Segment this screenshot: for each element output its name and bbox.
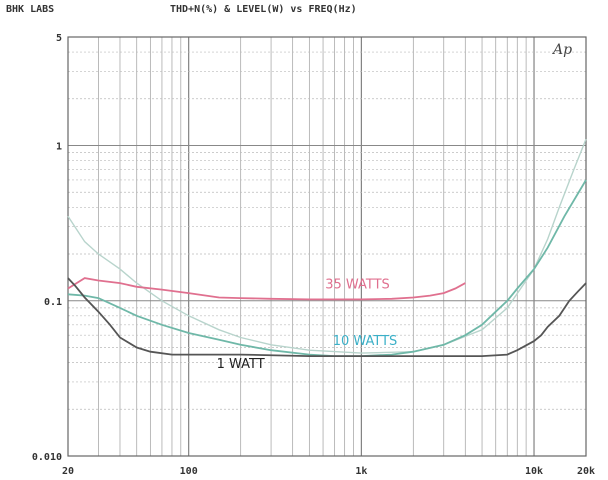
y-tick-label: 5 [56, 33, 62, 44]
series-line-1-watt [67, 277, 587, 357]
traces [67, 138, 587, 357]
y-tick-label: 0.010 [32, 452, 62, 463]
brand-label: BHK LABS [6, 4, 55, 15]
x-tick-label: 20 [62, 466, 74, 477]
chart-title: THD+N(%) & LEVEL(W) vs FREQ(Hz) [170, 4, 357, 15]
y-tick-label: 1 [56, 142, 62, 153]
series-line-10-watts [67, 179, 587, 357]
tick-labels: 20 100 1k 10k 20k 5 1 0.1 0.010 [32, 33, 595, 477]
y-tick-label: 0.1 [44, 297, 62, 308]
series-label: 10 WATTS [333, 334, 398, 349]
plot-frame [67, 36, 587, 457]
series-line-35-watts [67, 277, 466, 301]
x-tick-label: 10k [525, 466, 543, 477]
faint-trace [67, 138, 587, 354]
x-tick-label: 1k [355, 466, 367, 477]
x-tick-label: 100 [180, 466, 198, 477]
ap-logo: Ap [551, 42, 572, 58]
grid [68, 37, 586, 456]
series-labels: 35 WATTS 10 WATTS 1 WATT [217, 277, 398, 371]
series-label: 1 WATT [217, 357, 265, 372]
x-tick-label: 20k [577, 466, 595, 477]
series-label: 35 WATTS [325, 277, 390, 292]
